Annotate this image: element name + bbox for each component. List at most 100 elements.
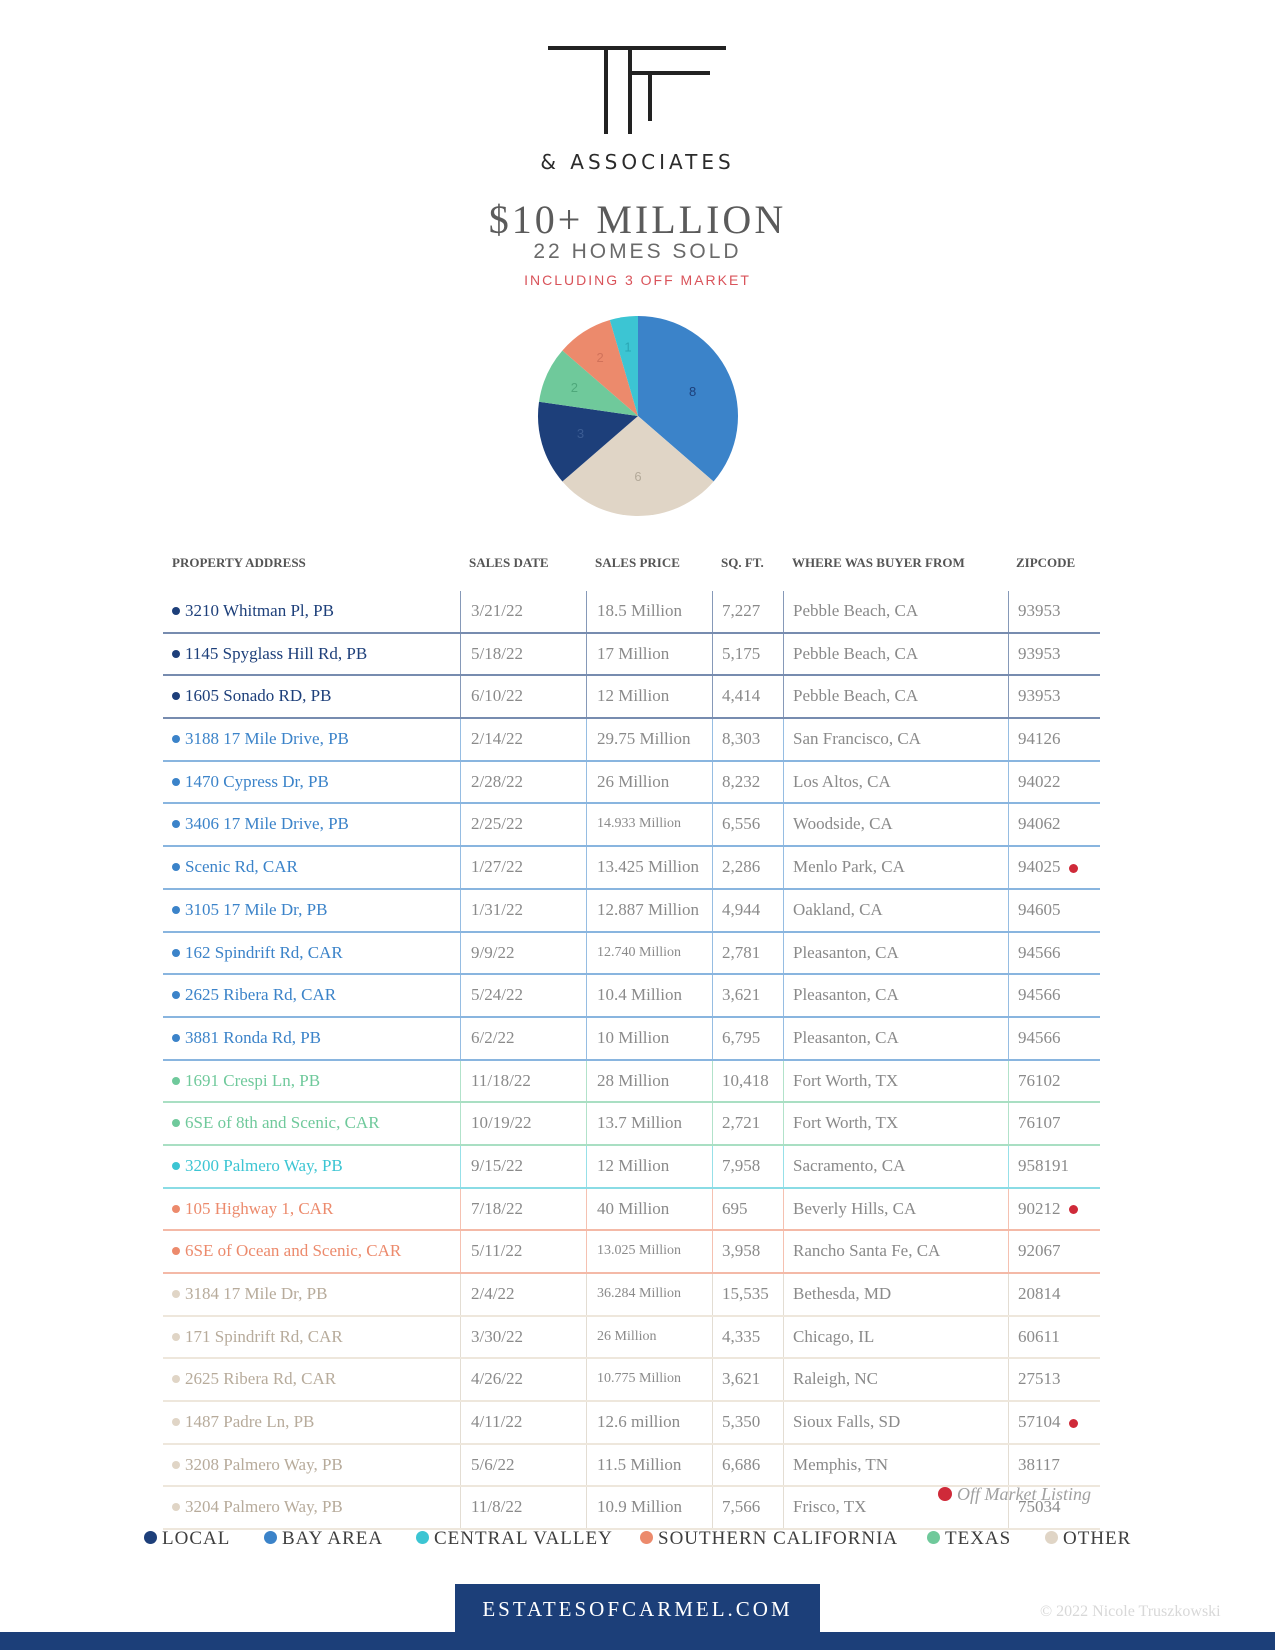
property-address[interactable]: 171 Spindrift Rd, CAR [163,1317,460,1358]
address-text: 162 Spindrift Rd, CAR [185,942,343,962]
property-address[interactable]: 3406 17 Mile Drive, PB [163,804,460,845]
zipcode-text: 94566 [1018,1027,1061,1047]
sales-date: 1/31/22 [460,889,586,931]
legend-item-other: OTHER [1045,1528,1131,1550]
property-address[interactable]: 3188 17 Mile Drive, PB [163,719,460,760]
buyer-origin-text: Pleasanton, CA [793,1027,899,1047]
square-feet: 7,958 [712,1145,783,1187]
zipcode-text: 75034 [1018,1497,1061,1517]
table-row: 3210 Whitman Pl, PB 3/21/22 18.5 Million 7,… [163,591,1100,634]
property-address[interactable]: 1145 Spyglass Hill Rd, PB [163,634,460,675]
buyer-origin: Pebble Beach, CA [783,591,1008,632]
sales-price-text: 10.4 Million [597,985,683,1005]
square-feet-text: 4,414 [722,686,761,706]
property-address[interactable]: 3204 Palmero Way, PB [163,1487,460,1528]
zipcode: 94062 [1008,804,1100,846]
zipcode: 27513 [1008,1359,1100,1401]
square-feet-text: 2,286 [722,857,761,877]
header-address: PROPERTY ADDRESS [172,555,306,570]
sales-price: 17 Million [586,633,712,675]
buyer-origin-text: Rancho Santa Fe, CA [793,1241,941,1261]
legend-swatch-central-valley [416,1531,429,1544]
legend-label: BAY AREA [282,1528,384,1549]
zipcode: 94605 [1008,889,1100,931]
sales-date: 9/15/22 [460,1145,586,1187]
region-dot-icon [172,1290,180,1298]
sales-price: 40 Million [586,1188,712,1230]
property-address[interactable]: 2625 Ribera Rd, CAR [163,975,460,1016]
sales-date: 2/14/22 [460,719,586,760]
address-text: 1145 Spyglass Hill Rd, PB [185,643,368,663]
legend-label: TEXAS [945,1528,1012,1549]
property-address[interactable]: 3208 Palmero Way, PB [163,1445,460,1486]
address-text: 6SE of Ocean and Scenic, CAR [185,1241,402,1261]
buyer-origin: Bethesda, MD [783,1274,1008,1315]
property-address[interactable]: 3184 17 Mile Dr, PB [163,1274,460,1315]
pie-slice-label: 8 [689,384,696,399]
zipcode: 38117 [1008,1444,1100,1486]
address-text: 3188 17 Mile Drive, PB [185,729,349,749]
property-address[interactable]: 1691 Crespi Ln, PB [163,1061,460,1102]
property-address[interactable]: 1470 Cypress Dr, PB [163,762,460,803]
region-dot-icon [172,863,180,872]
region-dot-icon [172,735,180,744]
region-dot-icon [172,607,180,615]
square-feet-text: 7,566 [722,1497,761,1517]
address-text: 3208 Palmero Way, PB [185,1454,343,1474]
property-address[interactable]: 3200 Palmero Way, PB [163,1146,460,1187]
table-row: 3200 Palmero Way, PB 9/15/22 12 Million 7,9… [163,1145,1100,1189]
zipcode-text: 93953 [1018,601,1061,620]
sales-price: 28 Million [586,1060,712,1102]
square-feet-text: 6,795 [722,1027,761,1047]
sales-price-text: 11.5 Million [597,1454,682,1474]
buyer-origin: Fort Worth, TX [783,1103,1008,1144]
property-address[interactable]: Scenic Rd, CAR [163,847,460,888]
square-feet: 7,566 [712,1487,783,1529]
property-address[interactable]: 6SE of 8th and Scenic, CAR [163,1103,460,1144]
website-link[interactable]: ESTATESOFCARMEL.COM [455,1584,820,1634]
pie-chart: 8 6 3 2 2 1 [538,316,738,516]
sales-price: 13.7 Million [586,1103,712,1144]
square-feet-text: 2,781 [722,942,761,962]
square-feet-text: 15,535 [722,1284,769,1303]
address-text: 2625 Ribera Rd, CAR [185,985,337,1005]
property-address[interactable]: 162 Spindrift Rd, CAR [163,933,460,974]
pie-slice-southern-california [562,320,638,416]
property-address[interactable]: 3210 Whitman Pl, PB [163,591,460,632]
property-address[interactable]: 105 Highway 1, CAR [163,1189,460,1230]
sales-date: 9/9/22 [460,932,586,974]
page-title: $10+ MILLION [488,197,787,242]
sales-date: 10/19/22 [460,1103,586,1144]
sales-date-text: 2/28/22 [471,771,523,791]
property-address[interactable]: 1487 Padre Ln, PB [163,1402,460,1443]
zipcode-text: 38117 [1018,1454,1060,1474]
property-address[interactable]: 6SE of Ocean and Scenic, CAR [163,1231,460,1272]
sales-price: 10.775 Million [586,1359,712,1401]
region-dot-icon [172,1033,180,1042]
property-address[interactable]: 3881 Ronda Rd, PB [163,1018,460,1059]
sales-price: 11.5 Million [586,1444,712,1486]
square-feet-text: 6,686 [722,1454,761,1474]
region-dot-icon [172,905,180,914]
sales-price-text: 36.284 Million [597,1286,682,1301]
property-address[interactable]: 1605 Sonado RD, PB [163,676,460,717]
buyer-origin: Pleasanton, CA [783,932,1008,974]
sales-price-text: 10.9 Million [597,1497,683,1517]
region-dot-icon [172,820,180,829]
pie-slice-label: 2 [571,380,578,395]
sales-date: 11/18/22 [460,1060,586,1102]
address-text: 3881 Ronda Rd, PB [185,1027,322,1047]
sales-date-text: 5/6/22 [471,1454,515,1474]
property-address[interactable]: 3105 17 Mile Dr, PB [163,890,460,931]
square-feet: 4,414 [712,676,783,718]
sales-price-text: 13.7 Million [597,1113,683,1133]
sales-price-text: 18.5 Million [597,601,683,620]
buyer-origin-text: Chicago, IL [793,1326,875,1346]
square-feet: 5,175 [712,633,783,675]
property-address[interactable]: 2625 Ribera Rd, CAR [163,1359,460,1400]
zipcode: 94126 [1008,719,1100,760]
header-zipcode: ZIPCODE [1016,555,1076,570]
square-feet: 7,227 [712,591,783,632]
pie-slice-label: 1 [624,340,631,355]
buyer-origin: Frisco, TX [783,1487,1008,1529]
